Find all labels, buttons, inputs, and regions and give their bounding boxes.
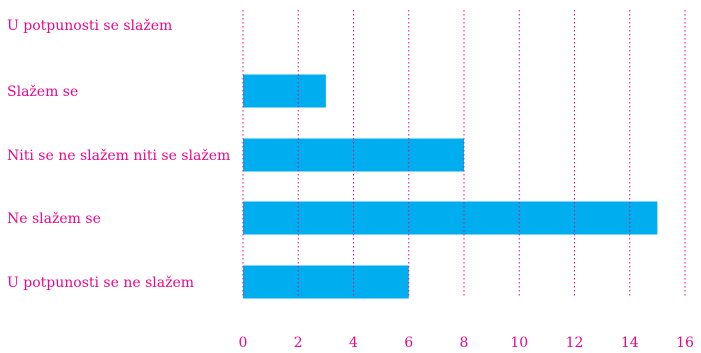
x-tick-label: 10 <box>510 335 528 351</box>
category-label: U potpunosti se slažem <box>7 18 172 34</box>
bars <box>243 74 658 299</box>
x-tick-label: 4 <box>349 335 358 351</box>
category-labels: U potpunosti se slažem Slažem se Niti se n… <box>7 18 230 291</box>
x-tick-label: 2 <box>294 335 303 351</box>
x-tick-label: 14 <box>621 335 639 351</box>
x-tick-label: 0 <box>239 335 248 351</box>
x-tick-label: 16 <box>676 335 694 351</box>
category-label: Slažem se <box>7 84 78 100</box>
grid-lines <box>242 10 686 298</box>
x-tick-labels: 0 2 4 6 8 10 12 14 16 <box>239 335 694 351</box>
x-tick-label: 8 <box>460 335 469 351</box>
x-tick-label: 12 <box>566 335 584 351</box>
x-tick-label: 6 <box>404 335 413 351</box>
bar <box>243 265 409 299</box>
category-label: U potpunosti se ne slažem <box>7 275 194 291</box>
bar <box>243 201 658 235</box>
category-label: Niti se ne slažem niti se slažem <box>7 148 230 164</box>
bar <box>243 74 326 108</box>
category-label: Ne slažem se <box>7 211 101 227</box>
